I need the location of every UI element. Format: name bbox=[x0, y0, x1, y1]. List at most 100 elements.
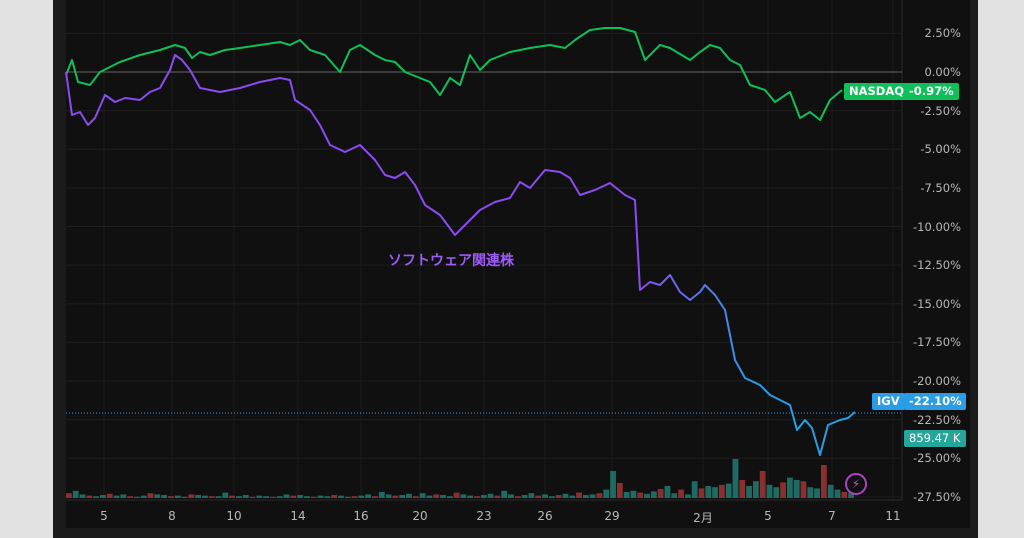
volume-bar bbox=[378, 492, 385, 498]
y-axis-label: -7.50% bbox=[920, 180, 961, 195]
volume-bar bbox=[739, 480, 746, 498]
chart-pane[interactable] bbox=[66, 0, 970, 528]
igv-line bbox=[65, 54, 856, 456]
volume-bar bbox=[283, 494, 290, 498]
volume-value-tag: 859.47 K bbox=[904, 430, 966, 447]
volume-bar bbox=[446, 496, 453, 498]
volume-bar bbox=[684, 494, 691, 498]
y-axis-label: -25.00% bbox=[913, 451, 961, 466]
volume-bar bbox=[154, 494, 161, 498]
volume-bar bbox=[555, 495, 562, 498]
volume-bar bbox=[147, 493, 154, 498]
y-axis-label: -20.00% bbox=[913, 374, 961, 388]
volume-bar bbox=[569, 495, 576, 498]
volume-bar bbox=[208, 496, 215, 498]
volume-bar bbox=[780, 482, 786, 498]
volume-bar bbox=[385, 494, 392, 498]
volume-bar bbox=[514, 496, 521, 498]
volume-bar bbox=[657, 489, 664, 498]
volume-bar bbox=[324, 496, 331, 498]
volume-bar bbox=[603, 489, 610, 498]
volume-bar bbox=[297, 495, 304, 498]
volume-bar bbox=[494, 495, 501, 498]
volume-bar bbox=[344, 496, 351, 498]
volume-bar bbox=[521, 495, 528, 498]
volume-bar bbox=[712, 487, 718, 498]
volume-bar bbox=[460, 494, 467, 498]
nasdaq-value-tag: -0.97% bbox=[904, 83, 959, 100]
volume-bar bbox=[256, 495, 263, 498]
volume-bar bbox=[338, 495, 344, 498]
x-axis-label: 23 bbox=[476, 509, 492, 523]
volume-bar bbox=[426, 495, 433, 498]
volume-bar bbox=[263, 496, 270, 498]
volume-bar bbox=[786, 477, 793, 498]
volume-bar bbox=[202, 495, 208, 498]
volume-bar bbox=[140, 495, 147, 498]
volume-bar bbox=[120, 494, 127, 498]
volume-bar bbox=[453, 492, 460, 498]
volume-bar bbox=[528, 493, 535, 498]
volume-bar bbox=[582, 495, 589, 498]
volume-bar bbox=[508, 494, 514, 498]
volume-bar bbox=[215, 496, 222, 498]
volume-bar bbox=[372, 496, 378, 498]
igv-legend-tag: IGV bbox=[872, 393, 905, 410]
y-axis-label: 0.00% bbox=[924, 65, 961, 79]
volume-bar bbox=[161, 495, 168, 498]
volume-bar bbox=[195, 495, 202, 498]
volume-bar bbox=[766, 484, 773, 498]
volume-bar bbox=[480, 495, 487, 498]
volume-bar bbox=[72, 490, 79, 498]
volume-bar bbox=[399, 495, 406, 498]
volume-bar bbox=[100, 495, 106, 498]
x-axis-label: 8 bbox=[168, 509, 176, 523]
volume-bar bbox=[440, 495, 446, 498]
volume-bar bbox=[331, 495, 338, 498]
volume-bar bbox=[698, 488, 705, 498]
x-axis-label: 20 bbox=[412, 509, 428, 523]
volume-bar bbox=[222, 492, 229, 498]
volume-bar bbox=[752, 481, 759, 498]
y-axis-label: -2.50% bbox=[920, 103, 961, 118]
volume-bar bbox=[746, 486, 752, 498]
volume-bar bbox=[548, 496, 555, 498]
volume-bar bbox=[242, 495, 249, 498]
volume-bar bbox=[433, 494, 440, 498]
volume-bar bbox=[793, 480, 800, 498]
volume-bar bbox=[487, 493, 494, 498]
volume-bar bbox=[637, 492, 644, 498]
y-axis-label: -27.50% bbox=[913, 489, 961, 504]
x-axis-label: 26 bbox=[537, 509, 553, 523]
lightning-icon[interactable]: ⚡ bbox=[845, 473, 867, 495]
volume-bar bbox=[576, 492, 582, 498]
x-axis-label: 7 bbox=[828, 509, 836, 523]
volume-bar bbox=[127, 496, 134, 498]
volume-bar bbox=[113, 495, 120, 498]
volume-bar bbox=[174, 495, 181, 498]
volume-bar bbox=[365, 494, 372, 498]
volume-bar bbox=[664, 486, 671, 498]
volume-bar bbox=[229, 495, 236, 498]
volume-bar bbox=[841, 492, 848, 498]
volume-bar bbox=[616, 483, 623, 498]
volume-bar bbox=[406, 493, 412, 498]
volume-bar bbox=[351, 496, 358, 498]
volume-bar bbox=[358, 495, 365, 498]
annotation-label: ソフトウェア関連株 bbox=[388, 253, 514, 269]
volume-bar bbox=[732, 459, 739, 498]
y-axis-label: -22.50% bbox=[913, 412, 961, 427]
volume-bar bbox=[79, 494, 86, 498]
volume-bar bbox=[467, 495, 474, 498]
volume-bar bbox=[168, 496, 174, 498]
volume-bar bbox=[535, 495, 542, 498]
volume-bar bbox=[276, 496, 283, 498]
volume-bar bbox=[678, 489, 684, 498]
x-axis-label: 14 bbox=[290, 509, 306, 523]
volume-bar bbox=[820, 465, 827, 498]
volume-bar bbox=[236, 496, 242, 498]
x-axis-label: 5 bbox=[100, 509, 108, 523]
volume-bar bbox=[501, 490, 508, 498]
volume-bar bbox=[691, 481, 698, 498]
